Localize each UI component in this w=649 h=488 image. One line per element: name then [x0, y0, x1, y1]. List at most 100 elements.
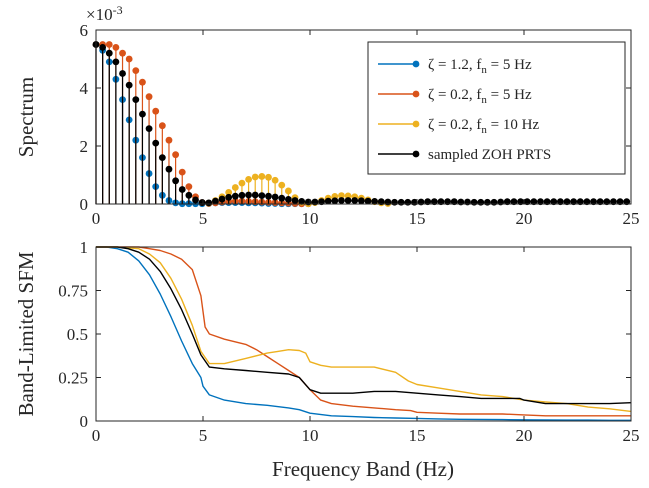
stem-marker [265, 192, 272, 200]
stem-marker [430, 198, 438, 206]
spectrum-x-tick-label: 20 [516, 209, 533, 228]
stem-marker [258, 192, 266, 199]
stem-marker [563, 198, 571, 206]
stem-marker [324, 197, 332, 205]
stem-marker [99, 44, 107, 51]
stem-marker [484, 198, 491, 206]
spectrum-y-exponent: ×10-3 [86, 3, 123, 24]
stem-marker [119, 70, 126, 77]
stem-marker [517, 198, 524, 206]
stem-marker [490, 198, 498, 206]
spectrum-y-label: Spectrum [14, 77, 38, 157]
stem-marker [590, 198, 597, 206]
stem-marker [139, 78, 146, 86]
stem-marker [119, 49, 126, 57]
stem-marker [616, 198, 624, 206]
stem-marker [284, 195, 292, 203]
stem-marker [537, 198, 544, 206]
legend-swatch-marker [412, 150, 420, 158]
sfm-x-tick-label: 15 [409, 426, 426, 445]
spectrum-axes-box [95, 29, 632, 205]
stem-marker [331, 197, 339, 205]
stem-marker [258, 173, 266, 180]
stem-marker [178, 168, 186, 176]
legend: ζ = 1.2, fn = 5 Hz ζ = 0.2, fn = 5 Hz ζ = … [367, 41, 626, 175]
x-axis-label: Frequency Band (Hz) [272, 457, 454, 481]
stem-marker [172, 177, 180, 185]
stem-marker [397, 198, 405, 206]
stem-marker [218, 195, 226, 203]
stem-marker [251, 173, 259, 181]
stem-marker [112, 58, 120, 66]
stem-marker [543, 198, 551, 206]
sfm-x-ticks: 0 5 10 15 20 25 [92, 247, 640, 445]
spectrum-y-ticks: 0 2 4 6 [80, 21, 631, 214]
series-line [96, 246, 631, 421]
stem-marker [145, 93, 153, 101]
stem-marker [371, 197, 379, 205]
sfm-y-tick-label: 1 [80, 238, 89, 257]
sfm-y-tick-label: 0.75 [58, 282, 88, 301]
stem-marker [477, 198, 485, 206]
stem-marker [185, 183, 193, 191]
stem-marker [158, 122, 166, 130]
stem-marker [338, 192, 345, 199]
stem-marker [298, 197, 306, 205]
sfm-x-tick-label: 0 [92, 426, 101, 445]
stem-marker [278, 181, 286, 189]
sfm-x-tick-label: 5 [199, 426, 208, 445]
stem-marker [284, 187, 292, 195]
stem-marker [583, 198, 591, 206]
spectrum-panel: 0 5 10 15 20 25 0 2 4 6 ×10-3 Spectrum ζ = 1.2, … [14, 3, 640, 228]
stem-marker [231, 184, 239, 191]
spectrum-y-tick-label: 4 [80, 79, 89, 98]
legend-item: ζ = 0.2, fn = 10 Hz [378, 117, 539, 136]
sfm-y-ticks: 0 0.25 0.5 0.75 1 [58, 238, 631, 431]
spectrum-x-tick-label: 25 [623, 209, 640, 228]
sfm-panel: 0 5 10 15 20 25 0 0.25 0.5 0.75 1 Band-Limited SF… [14, 238, 640, 481]
sfm-x-tick-label: 10 [302, 426, 319, 445]
stem-marker [470, 198, 478, 206]
spectrum-x-tick-label: 10 [302, 209, 319, 228]
stem-marker [530, 198, 538, 206]
legend-item: ζ = 1.2, fn = 5 Hz [378, 57, 532, 76]
stem-marker [556, 198, 564, 206]
stem-marker [132, 96, 140, 103]
stem-marker [245, 191, 252, 199]
sfm-x-tick-label: 20 [516, 426, 533, 445]
stem-marker [265, 173, 272, 181]
legend-item: sampled ZOH PRTS [378, 147, 551, 163]
stem-marker [112, 44, 120, 51]
stem-marker [225, 193, 233, 201]
sfm-x-tick-label: 25 [623, 426, 640, 445]
spectrum-y-tick-label: 0 [80, 195, 89, 214]
stem-marker [132, 67, 140, 74]
stem-marker [364, 197, 372, 205]
legend-label: ζ = 0.2, fn = 5 Hz [428, 87, 532, 106]
stem-marker [139, 110, 146, 118]
stem-marker [344, 197, 352, 204]
stem-marker [271, 176, 279, 184]
stem-marker [185, 191, 193, 199]
stem-marker [172, 151, 180, 159]
stem-marker [623, 198, 631, 206]
series-line [96, 246, 632, 405]
stem-marker [158, 154, 166, 162]
legend-swatch-marker [412, 90, 420, 98]
stem-marker [178, 186, 186, 193]
legend-label: ζ = 1.2, fn = 5 Hz [428, 57, 532, 76]
stem-marker [145, 125, 153, 132]
stem-marker [596, 198, 604, 206]
stem-marker [510, 198, 518, 206]
stem-marker [251, 191, 259, 199]
spectrum-x-tick-label: 15 [409, 209, 426, 228]
stem-marker [444, 198, 452, 206]
legend-swatch-marker [412, 120, 420, 128]
stem-marker [152, 139, 160, 147]
stem-marker [165, 165, 173, 173]
stem-marker [437, 198, 445, 206]
stem-marker [357, 197, 365, 205]
stem-marker [225, 189, 233, 196]
stem-marker [105, 49, 113, 57]
